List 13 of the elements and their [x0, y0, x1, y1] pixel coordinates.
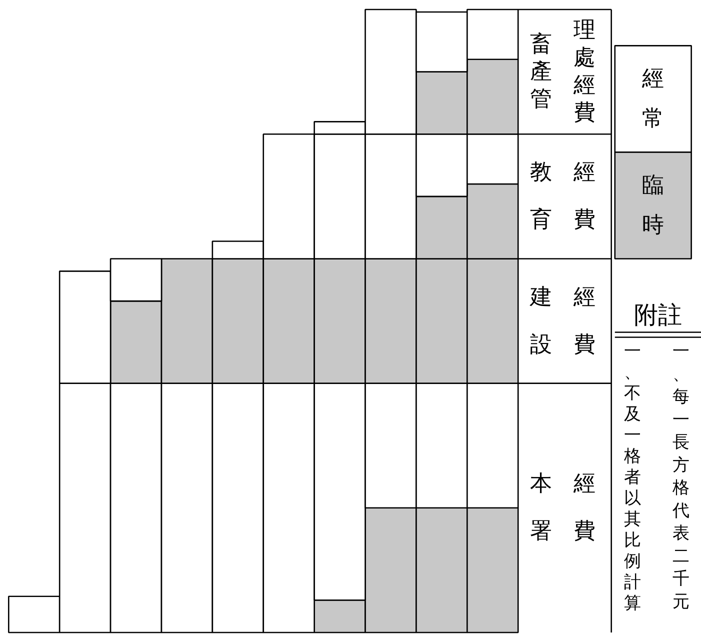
text: 理處經費 — [572, 18, 596, 126]
text: 教育 — [530, 160, 552, 233]
text: 臨時 — [642, 172, 664, 238]
text: 畜產管 — [530, 32, 552, 112]
text: 附註 — [634, 300, 682, 329]
text: 建設 — [529, 284, 552, 358]
text: 經常 — [641, 66, 664, 132]
text: 經費 — [572, 160, 596, 233]
text: 經費 — [572, 284, 596, 358]
text: 本署 — [530, 472, 552, 544]
text: 一、每一長方格代表二千元 — [672, 342, 690, 612]
text: 一、不及一格者以其比例計算 — [624, 342, 642, 614]
text: 經費 — [572, 472, 596, 544]
